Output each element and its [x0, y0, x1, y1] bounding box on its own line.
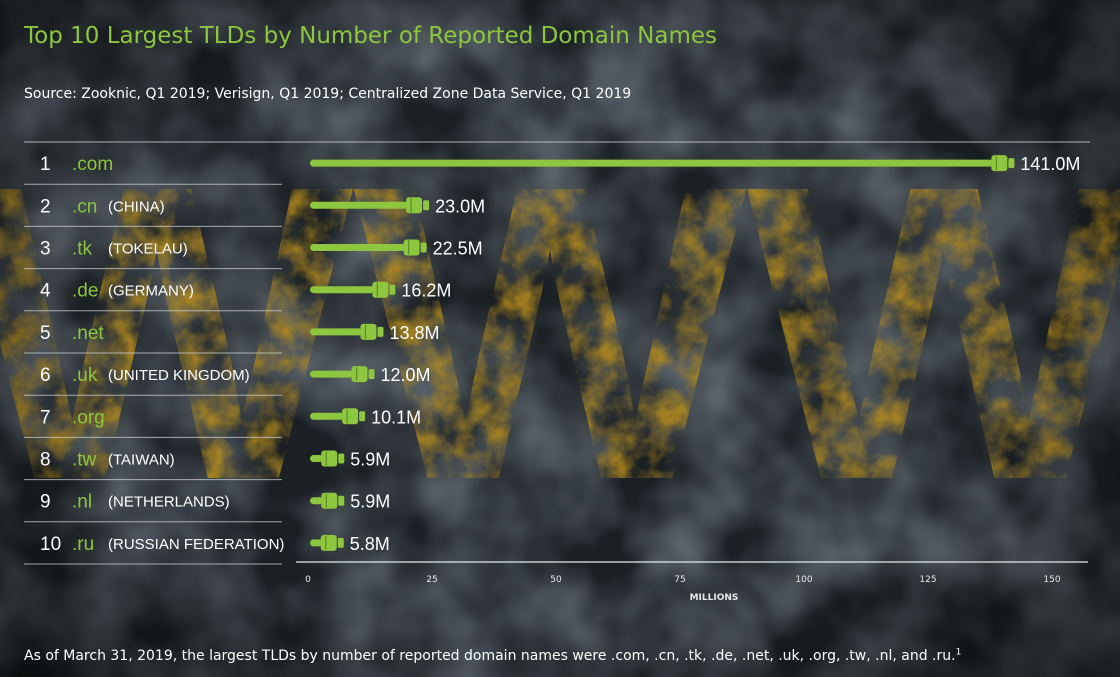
x-tick-label: 25	[426, 575, 437, 585]
bar-plug-tip	[423, 200, 430, 211]
tld-label: .ru	[72, 534, 94, 555]
bar-plug-tip	[368, 369, 375, 380]
country-label: (CHINA)	[108, 198, 165, 215]
x-tick-label: 0	[305, 575, 311, 585]
bar-plug	[321, 492, 338, 509]
tld-label: .com	[72, 154, 113, 175]
country-label: (GERMANY)	[108, 283, 194, 300]
bar	[310, 455, 324, 462]
x-tick-label: 100	[795, 575, 812, 585]
value-label: 22.5M	[433, 239, 483, 259]
caption-footnote: 1	[955, 647, 962, 658]
bar	[310, 244, 406, 251]
country-label: (NETHERLANDS)	[108, 494, 230, 511]
tld-label: .tw	[72, 450, 97, 471]
bar	[310, 328, 363, 336]
bar-plug	[403, 239, 420, 256]
rank-label: 10	[40, 534, 61, 555]
tld-label: .tk	[72, 239, 93, 260]
tld-label: .uk	[72, 365, 98, 386]
bar-plug-tip	[389, 284, 396, 295]
value-label: 141.0M	[1020, 154, 1080, 174]
value-label: 5.9M	[350, 450, 390, 470]
country-label: (TOKELAU)	[108, 241, 188, 258]
x-tick-label: 75	[674, 575, 685, 585]
caption: As of March 31, 2019, the largest TLDs b…	[24, 648, 961, 664]
rank-label: 3	[40, 239, 51, 260]
rank-label: 4	[40, 281, 51, 302]
rank-label: 7	[40, 407, 51, 428]
bar-plug-tip	[1008, 158, 1015, 169]
value-label: 12.0M	[381, 365, 431, 385]
bar-plug	[991, 155, 1008, 172]
rank-label: 9	[40, 492, 51, 513]
value-label: 23.0M	[435, 196, 485, 216]
rank-label: 8	[40, 450, 51, 471]
bar	[310, 539, 323, 547]
bar-plug	[406, 197, 423, 214]
bar	[310, 370, 354, 378]
bar-plug	[320, 534, 337, 551]
tld-label: .nl	[72, 492, 92, 513]
x-tick-label: 50	[550, 575, 562, 585]
bar-plug	[360, 323, 377, 340]
tld-label: .org	[72, 407, 105, 428]
source-note: Source: Zooknic, Q1 2019; Verisign, Q1 2…	[24, 86, 632, 102]
bar-plug	[321, 450, 338, 467]
bar	[310, 159, 994, 167]
bar-plug	[351, 366, 368, 383]
bar-plug	[342, 408, 359, 425]
bar-plug-tip	[338, 453, 345, 464]
country-label: (TAIWAN)	[108, 452, 175, 469]
page-title: Top 10 Largest TLDs by Number of Reporte…	[24, 23, 717, 49]
rank-label: 2	[40, 196, 51, 217]
bar-plug	[372, 281, 389, 298]
rank-label: 1	[40, 154, 51, 175]
bar-plug-tip	[359, 411, 366, 422]
rank-label: 5	[40, 323, 51, 344]
bar-plug-tip	[377, 326, 384, 337]
value-label: 5.8M	[350, 534, 390, 554]
bar	[310, 286, 375, 294]
bar	[310, 201, 409, 209]
caption-text: As of March 31, 2019, the largest TLDs b…	[24, 648, 956, 664]
tld-label: .cn	[72, 196, 97, 217]
bar	[310, 497, 324, 505]
rank-label: 6	[40, 365, 51, 386]
x-tick-label: 125	[919, 575, 936, 585]
bar-plug-tip	[420, 242, 427, 253]
value-label: 10.1M	[371, 407, 421, 427]
value-label: 13.8M	[389, 323, 439, 343]
x-tick-label: 150	[1043, 575, 1060, 585]
country-label: (RUSSIAN FEDERATION)	[108, 536, 284, 553]
tld-label: .net	[72, 323, 104, 344]
bar-plug-tip	[337, 537, 344, 548]
bar	[310, 412, 345, 420]
country-label: (UNITED KINGDOM)	[108, 367, 250, 384]
x-axis-title: MILLIONS	[690, 593, 739, 603]
value-label: 16.2M	[401, 281, 451, 301]
value-label: 5.9M	[350, 492, 390, 512]
bar-plug-tip	[338, 495, 345, 506]
tld-label: .de	[72, 281, 98, 302]
